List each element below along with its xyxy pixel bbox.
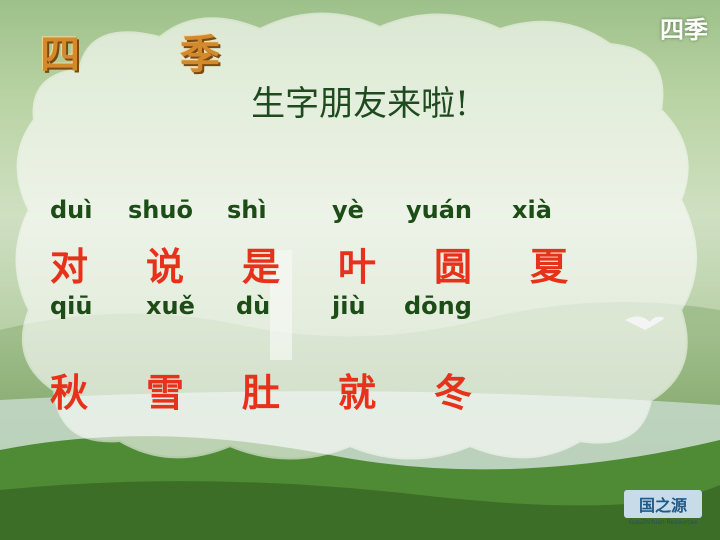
- hanzi-xue: 雪: [146, 371, 185, 415]
- lesson-heading: 生字朋友来啦!: [251, 84, 469, 124]
- publisher-logo: 国之源 GuoZhiYuan Resources: [624, 490, 702, 526]
- pinyin-qiu: qiū: [50, 292, 93, 320]
- pinyin-xia: xià: [512, 196, 552, 224]
- logo-subtext: GuoZhiYuan Resources: [628, 519, 698, 526]
- cloud-panel: [15, 12, 697, 460]
- pinyin-ye: yè: [332, 196, 364, 224]
- hanzi-dong: 冬: [434, 371, 473, 415]
- hanzi-yuan: 圆: [434, 245, 473, 289]
- pinyin-dui: duì: [50, 196, 93, 224]
- pinyin-dong: dōng: [404, 292, 472, 320]
- hanzi-dui: 对: [50, 245, 89, 289]
- hanzi-shuo: 说: [146, 245, 185, 289]
- pinyin-du: dù: [236, 292, 271, 320]
- hanzi-shi: 是: [242, 245, 281, 289]
- hanzi-xia: 夏: [530, 245, 569, 289]
- pinyin-shi: shì: [227, 196, 267, 224]
- pinyin-xue: xuě: [146, 292, 195, 320]
- logo-text: 国之源: [624, 490, 702, 518]
- slide-title: 四 季: [40, 31, 250, 78]
- pinyin-yuan: yuán: [406, 196, 473, 224]
- pinyin-jiu: jiù: [332, 292, 366, 320]
- hanzi-du: 肚: [242, 371, 281, 415]
- hanzi-jiu: 就: [338, 371, 377, 415]
- pinyin-shuo: shuō: [128, 196, 193, 224]
- hanzi-ye: 叶: [338, 245, 377, 289]
- corner-label: 四季: [660, 16, 708, 44]
- hanzi-qiu: 秋: [50, 371, 89, 415]
